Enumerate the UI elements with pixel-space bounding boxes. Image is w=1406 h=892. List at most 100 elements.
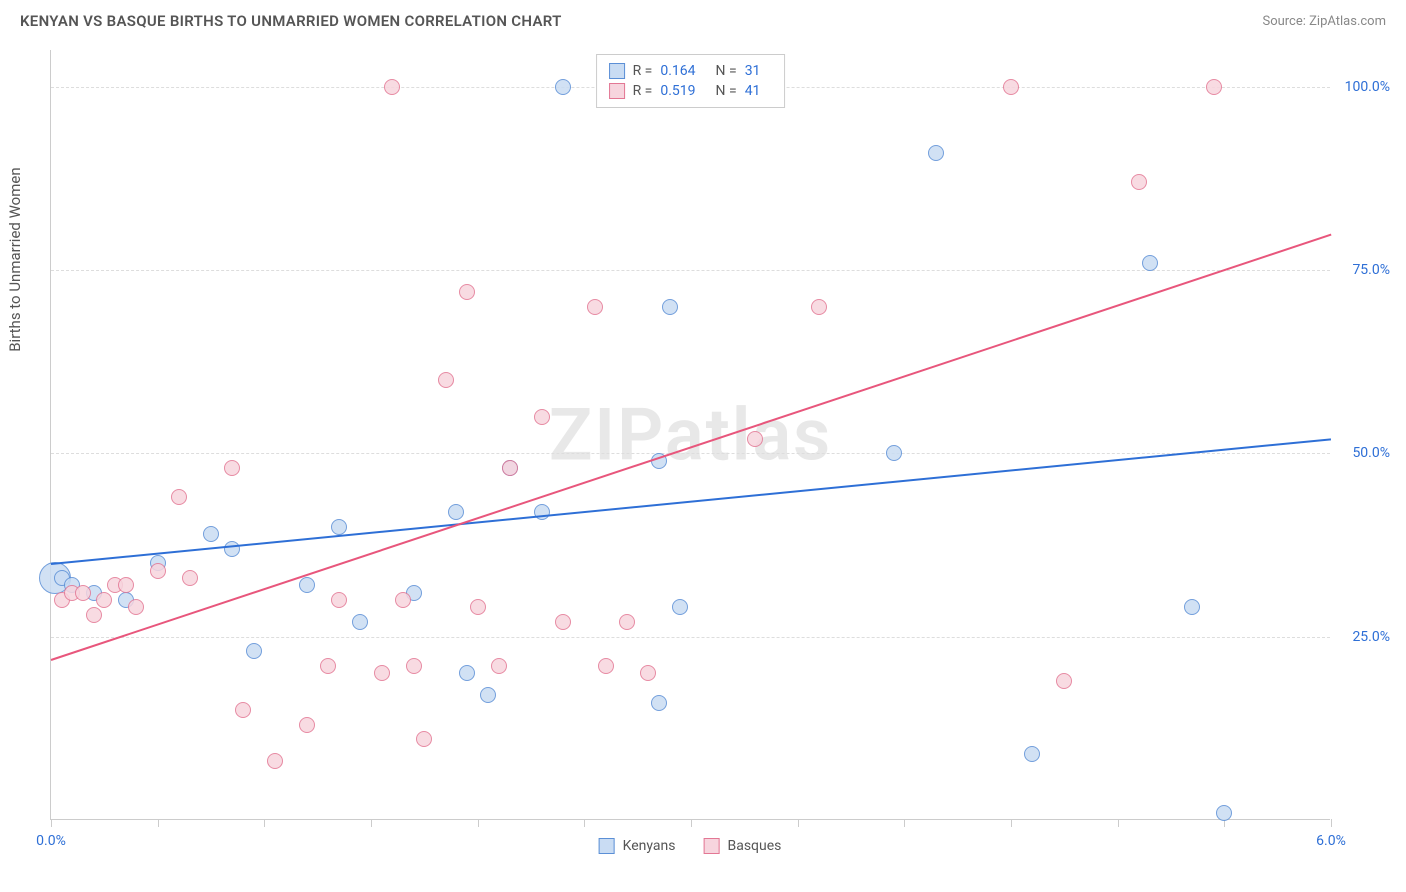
legend-swatch-icon	[599, 838, 615, 854]
scatter-point	[459, 665, 475, 681]
plot-area: ZIPatlas R =0.164N =31R =0.519N =41 25.0…	[50, 50, 1330, 820]
scatter-point	[619, 614, 635, 630]
scatter-point	[96, 592, 112, 608]
scatter-point	[555, 79, 571, 95]
scatter-point	[448, 504, 464, 520]
scatter-point	[1142, 255, 1158, 271]
scatter-point	[1131, 174, 1147, 190]
source-label: Source: ZipAtlas.com	[1262, 14, 1386, 29]
scatter-point	[491, 658, 507, 674]
scatter-point	[171, 489, 187, 505]
scatter-point	[480, 687, 496, 703]
scatter-point	[118, 577, 134, 593]
scatter-point	[299, 577, 315, 593]
scatter-point	[267, 753, 283, 769]
x-tick	[264, 819, 265, 827]
legend-r-value: 0.519	[660, 83, 695, 99]
scatter-point	[502, 460, 518, 476]
x-tick	[371, 819, 372, 827]
x-tick	[1331, 819, 1332, 827]
x-tick	[1118, 819, 1119, 827]
scatter-point	[1056, 673, 1072, 689]
legend-r-label: R =	[633, 83, 653, 99]
scatter-point	[1003, 79, 1019, 95]
legend-stats-row: R = 0.519 N = 41	[609, 81, 773, 101]
legend-swatch-icon	[609, 63, 625, 79]
scatter-point	[395, 592, 411, 608]
scatter-point	[235, 702, 251, 718]
scatter-point	[75, 585, 91, 601]
x-tick	[1011, 819, 1012, 827]
x-tick	[904, 819, 905, 827]
scatter-point	[640, 665, 656, 681]
x-tick-label: 6.0%	[1316, 833, 1346, 849]
legend-n-label: N =	[716, 63, 737, 79]
gridline	[51, 637, 1330, 638]
x-tick	[158, 819, 159, 827]
scatter-point	[224, 460, 240, 476]
x-tick-label: 0.0%	[36, 833, 66, 849]
scatter-point	[651, 695, 667, 711]
scatter-point	[128, 599, 144, 615]
scatter-point	[459, 284, 475, 300]
scatter-point	[416, 731, 432, 747]
legend-stats-row: R = 0.164 N = 31	[609, 61, 773, 81]
legend-n-value: 31	[745, 63, 761, 79]
scatter-point	[672, 599, 688, 615]
scatter-point	[928, 145, 944, 161]
scatter-point	[470, 599, 486, 615]
chart-title: KENYAN VS BASQUE BIRTHS TO UNMARRIED WOM…	[20, 12, 562, 30]
scatter-point	[747, 431, 763, 447]
scatter-point	[331, 519, 347, 535]
watermark: ZIPatlas	[549, 392, 832, 477]
x-tick	[691, 819, 692, 827]
legend-r-value: 0.164	[660, 63, 695, 79]
scatter-point	[886, 445, 902, 461]
scatter-point	[438, 372, 454, 388]
x-tick	[798, 819, 799, 827]
legend-series-label: Basques	[727, 838, 781, 854]
trend-line	[51, 439, 1331, 566]
scatter-point	[811, 299, 827, 315]
x-tick	[584, 819, 585, 827]
scatter-point	[406, 658, 422, 674]
legend-n-value: 41	[745, 83, 761, 99]
scatter-point	[246, 643, 262, 659]
scatter-point	[1024, 746, 1040, 762]
scatter-point	[182, 570, 198, 586]
scatter-point	[384, 79, 400, 95]
scatter-point	[587, 299, 603, 315]
series-legend: Kenyans Basques	[599, 838, 782, 854]
gridline	[51, 270, 1330, 271]
scatter-point	[331, 592, 347, 608]
y-tick-label: 50.0%	[1352, 445, 1390, 461]
legend-series-label: Kenyans	[623, 838, 676, 854]
chart-container: Births to Unmarried Women ZIPatlas R =0.…	[50, 50, 1330, 820]
scatter-point	[320, 658, 336, 674]
legend-n-label: N =	[716, 83, 737, 99]
scatter-point	[555, 614, 571, 630]
scatter-point	[299, 717, 315, 733]
y-axis-label: Births to Unmarried Women	[6, 167, 24, 351]
y-tick-label: 75.0%	[1352, 262, 1390, 278]
scatter-point	[374, 665, 390, 681]
scatter-point	[1206, 79, 1222, 95]
correlation-legend: R = 0.164 N = 31 R = 0.519 N = 41	[596, 54, 786, 108]
scatter-point	[224, 541, 240, 557]
scatter-point	[598, 658, 614, 674]
scatter-point	[86, 607, 102, 623]
gridline	[51, 453, 1330, 454]
y-tick-label: 25.0%	[1352, 629, 1390, 645]
x-tick	[478, 819, 479, 827]
legend-swatch-icon	[609, 83, 625, 99]
scatter-point	[534, 409, 550, 425]
scatter-point	[662, 299, 678, 315]
legend-item: Kenyans	[599, 838, 676, 854]
legend-r-label: R =	[633, 63, 653, 79]
scatter-point	[150, 563, 166, 579]
trend-line	[51, 233, 1332, 660]
x-tick	[51, 819, 52, 827]
y-tick-label: 100.0%	[1345, 79, 1390, 95]
scatter-point	[1216, 805, 1232, 821]
legend-swatch-icon	[703, 838, 719, 854]
